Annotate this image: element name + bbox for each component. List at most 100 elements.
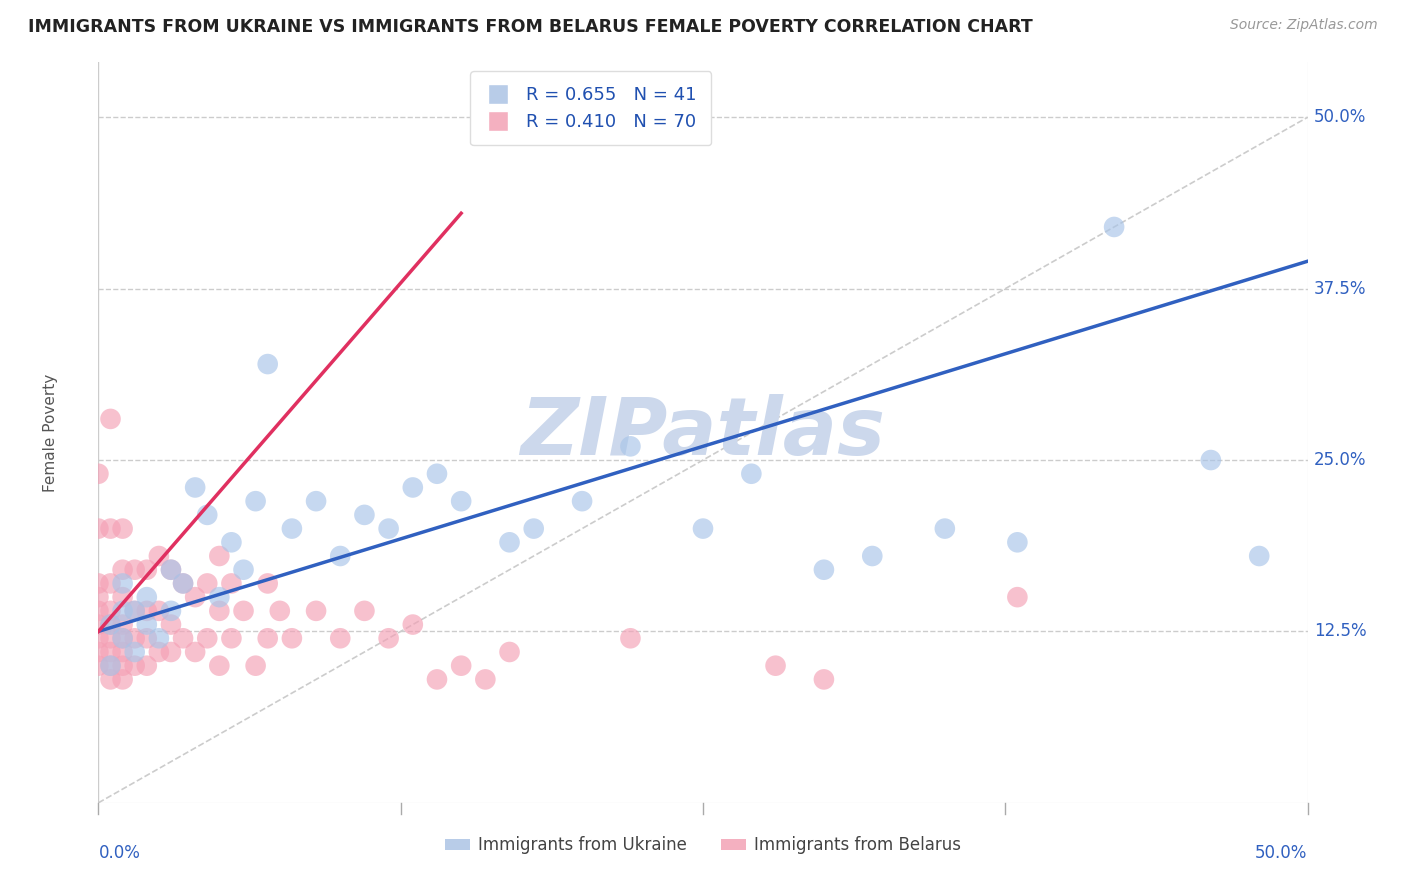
Point <box>934 522 956 536</box>
Point <box>87 590 110 604</box>
Point <box>111 658 134 673</box>
Point <box>100 412 122 426</box>
Point <box>135 617 157 632</box>
Point <box>111 617 134 632</box>
Point <box>87 658 110 673</box>
Point <box>160 563 183 577</box>
Point <box>523 522 546 536</box>
Point <box>450 494 472 508</box>
Point <box>571 494 593 508</box>
Point <box>100 617 122 632</box>
Point <box>765 658 787 673</box>
Point <box>184 590 207 604</box>
Point <box>124 563 146 577</box>
Legend: Immigrants from Ukraine, Immigrants from Belarus: Immigrants from Ukraine, Immigrants from… <box>439 830 967 861</box>
Point <box>329 632 352 646</box>
Point <box>208 604 231 618</box>
Point <box>87 604 110 618</box>
Point <box>619 439 641 453</box>
Point <box>305 494 328 508</box>
Point <box>813 673 835 687</box>
Point <box>172 576 194 591</box>
Point <box>195 576 218 591</box>
Point <box>124 632 146 646</box>
Text: 0.0%: 0.0% <box>98 844 141 862</box>
Point <box>208 590 231 604</box>
Text: 25.0%: 25.0% <box>1313 451 1367 469</box>
Point <box>208 549 231 563</box>
Text: Source: ZipAtlas.com: Source: ZipAtlas.com <box>1230 18 1378 32</box>
Point <box>160 604 183 618</box>
Point <box>353 604 375 618</box>
Point <box>148 549 170 563</box>
Text: Female Poverty: Female Poverty <box>42 374 58 491</box>
Text: 50.0%: 50.0% <box>1313 108 1367 127</box>
Point <box>195 632 218 646</box>
Point <box>111 563 134 577</box>
Point <box>87 632 110 646</box>
Point <box>498 645 520 659</box>
Point <box>329 549 352 563</box>
Point <box>111 522 134 536</box>
Point <box>813 563 835 577</box>
Point <box>232 604 254 618</box>
Point <box>281 632 304 646</box>
Point <box>860 549 883 563</box>
Point <box>87 645 110 659</box>
Point <box>245 494 267 508</box>
Point <box>402 617 425 632</box>
Point <box>474 673 496 687</box>
Point <box>256 632 278 646</box>
Point <box>160 617 183 632</box>
Point <box>100 632 122 646</box>
Point <box>1007 535 1029 549</box>
Point <box>124 604 146 618</box>
Point <box>1249 549 1271 563</box>
Point <box>450 658 472 673</box>
Point <box>160 563 183 577</box>
Text: 12.5%: 12.5% <box>1313 623 1367 640</box>
Point <box>221 535 243 549</box>
Point <box>221 632 243 646</box>
Point <box>498 535 520 549</box>
Point <box>148 645 170 659</box>
Point <box>124 658 146 673</box>
Text: IMMIGRANTS FROM UKRAINE VS IMMIGRANTS FROM BELARUS FEMALE POVERTY CORRELATION CH: IMMIGRANTS FROM UKRAINE VS IMMIGRANTS FR… <box>28 18 1033 36</box>
Text: 50.0%: 50.0% <box>1256 844 1308 862</box>
Point <box>353 508 375 522</box>
Point <box>1007 590 1029 604</box>
Point <box>100 645 122 659</box>
Point <box>281 522 304 536</box>
Point <box>87 522 110 536</box>
Point <box>124 645 146 659</box>
Point <box>1102 219 1125 234</box>
Point <box>87 617 110 632</box>
Point <box>135 590 157 604</box>
Point <box>100 617 122 632</box>
Point <box>256 357 278 371</box>
Point <box>135 632 157 646</box>
Text: ZIPatlas: ZIPatlas <box>520 393 886 472</box>
Point <box>111 645 134 659</box>
Point <box>111 632 134 646</box>
Point <box>740 467 762 481</box>
Point <box>184 645 207 659</box>
Point <box>377 522 399 536</box>
Point <box>402 480 425 494</box>
Point <box>100 522 122 536</box>
Point <box>245 658 267 673</box>
Text: 37.5%: 37.5% <box>1313 280 1367 298</box>
Point <box>87 576 110 591</box>
Point <box>100 658 122 673</box>
Point <box>100 604 122 618</box>
Point <box>135 563 157 577</box>
Point <box>124 604 146 618</box>
Point <box>148 604 170 618</box>
Point <box>87 467 110 481</box>
Point <box>426 673 449 687</box>
Point <box>111 632 134 646</box>
Point <box>160 645 183 659</box>
Point <box>135 604 157 618</box>
Point <box>221 576 243 591</box>
Point <box>195 508 218 522</box>
